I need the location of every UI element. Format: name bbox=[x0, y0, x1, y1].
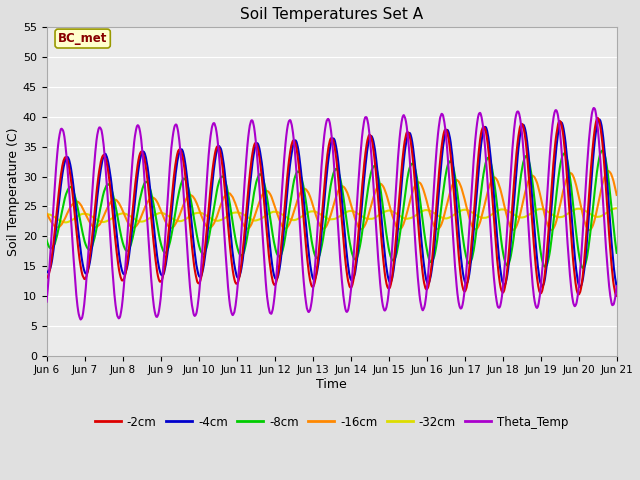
Legend: -2cm, -4cm, -8cm, -16cm, -32cm, Theta_Temp: -2cm, -4cm, -8cm, -16cm, -32cm, Theta_Te… bbox=[90, 411, 573, 433]
X-axis label: Time: Time bbox=[316, 378, 347, 391]
Y-axis label: Soil Temperature (C): Soil Temperature (C) bbox=[7, 127, 20, 256]
Text: BC_met: BC_met bbox=[58, 32, 108, 45]
Title: Soil Temperatures Set A: Soil Temperatures Set A bbox=[240, 7, 423, 22]
